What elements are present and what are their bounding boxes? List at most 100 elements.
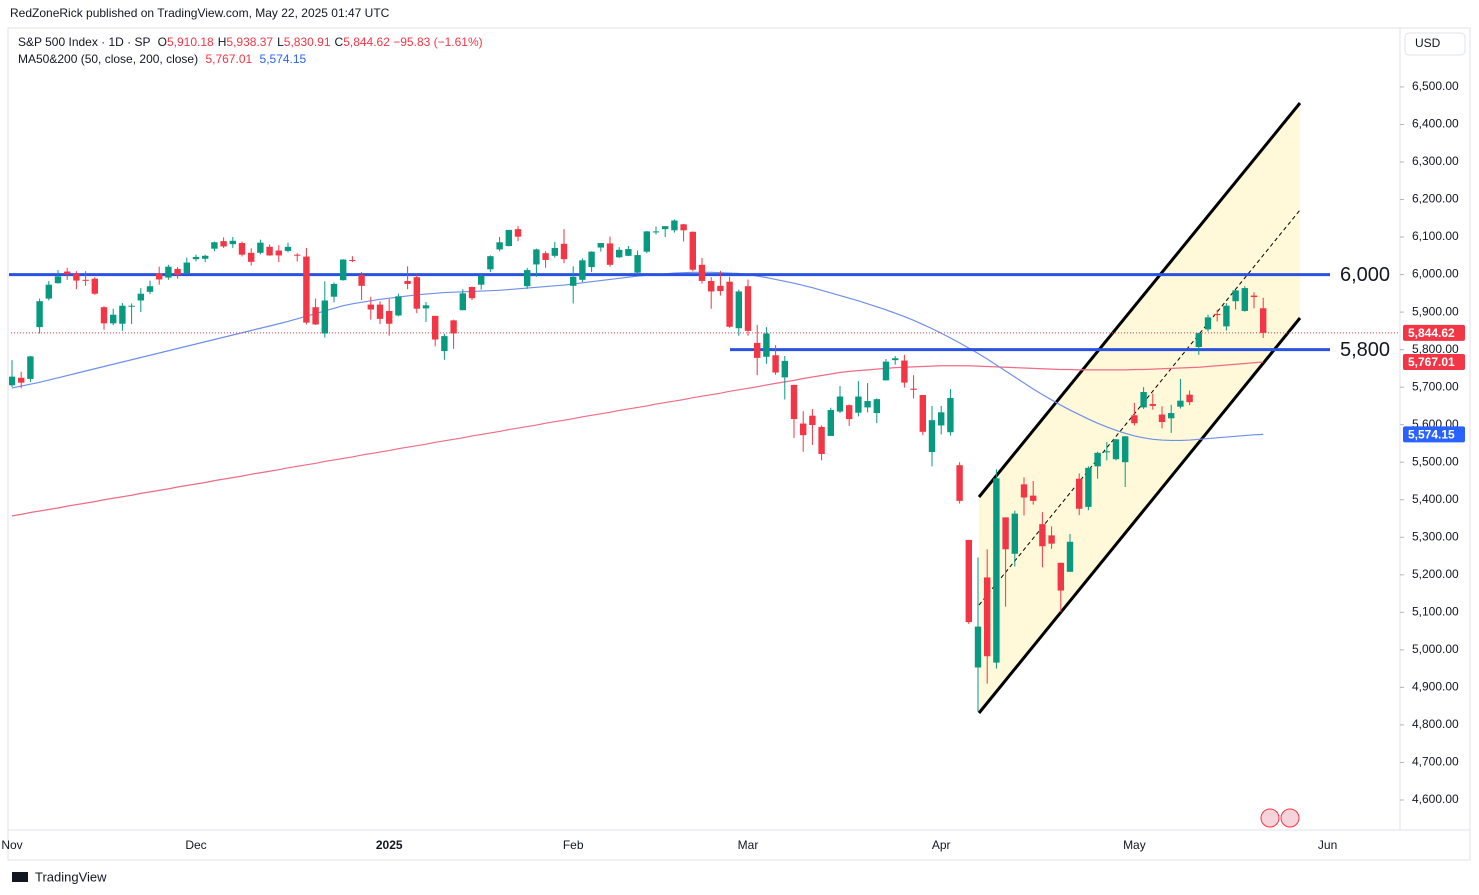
candle-body	[901, 360, 908, 383]
candle-body	[1094, 452, 1101, 467]
candle-body	[395, 296, 402, 316]
symbol: S&P 500 Index · 1D · SP	[18, 35, 151, 49]
channel-line	[977, 102, 1302, 498]
candle-body	[744, 286, 752, 331]
candle-body	[183, 262, 190, 274]
candle-body	[367, 304, 374, 310]
candle-body	[671, 220, 678, 231]
candle-body	[938, 412, 945, 426]
candle-body	[220, 241, 227, 247]
ma200-value: 5,767.01	[205, 52, 253, 66]
x-tick-label: Mar	[738, 838, 759, 852]
y-tick-label: 6,200.00	[1412, 192, 1459, 206]
candle-body	[551, 247, 558, 256]
candle-body	[202, 255, 209, 259]
event-icon[interactable]	[1280, 808, 1300, 828]
candle-body	[1158, 414, 1166, 423]
candle-body	[257, 242, 264, 253]
candle-body	[73, 273, 80, 281]
candle-body	[432, 315, 439, 340]
legend-row: MA50&200 (50, close, 200, close) 5,767.0…	[18, 52, 306, 66]
logo	[12, 872, 28, 882]
channel-mid	[978, 209, 1301, 606]
candle-body	[404, 280, 411, 284]
indicator: MA50&200 (50, close, 200, close)	[18, 52, 199, 66]
y-tick-label: 6,500.00	[1412, 79, 1459, 93]
y-tick-label: 5,100.00	[1412, 605, 1459, 619]
candle-body	[1112, 439, 1120, 460]
candle-body	[818, 426, 825, 454]
candle-body	[1186, 394, 1193, 403]
y-tick-label: 5,900.00	[1412, 304, 1459, 318]
x-tick-label: Nov	[1, 838, 22, 852]
price-label: 5,574.15	[1408, 428, 1455, 442]
ohlc-key: H	[217, 35, 227, 49]
candle-body	[809, 415, 816, 426]
candle-body	[238, 243, 246, 255]
candle-body	[487, 256, 494, 270]
candle-body	[1232, 290, 1239, 302]
candle-body	[1223, 305, 1230, 327]
candle-body	[1168, 413, 1175, 419]
candle-body	[146, 286, 154, 292]
candle-body	[993, 478, 1000, 663]
y-tick-label: 4,900.00	[1412, 680, 1459, 694]
candle-body	[413, 277, 420, 309]
candle-body	[892, 358, 899, 361]
price-label-box	[1403, 426, 1465, 443]
candle-body	[735, 291, 742, 329]
candle-body	[441, 336, 448, 352]
candle-body	[1011, 513, 1018, 554]
change: −95.83 (−1.61%)	[393, 35, 483, 49]
candle-body	[18, 377, 25, 383]
plot	[9, 102, 1400, 714]
ma-line	[11, 361, 1264, 517]
y-tick-label: 6,000.00	[1412, 267, 1459, 281]
candle-body	[864, 401, 871, 408]
candle-body	[1140, 392, 1147, 408]
candle-body	[340, 259, 347, 281]
candle-body	[1241, 288, 1248, 311]
candle-body	[882, 361, 890, 381]
candle-body	[800, 423, 807, 436]
candle-body	[266, 246, 273, 256]
x-tick-label: Dec	[185, 838, 206, 852]
candle-body	[1177, 400, 1184, 407]
event-icon[interactable]	[1260, 808, 1280, 828]
candle-body	[956, 465, 963, 501]
x-tick-label: 2025	[376, 838, 403, 852]
ohlc-value: 5,910.18	[167, 35, 214, 49]
candle-body	[910, 388, 917, 390]
candle-body	[984, 577, 991, 657]
candle-body	[772, 355, 779, 373]
candle-body	[248, 252, 255, 262]
level-label: 5,800	[1340, 339, 1390, 361]
candle-body	[1103, 451, 1110, 453]
y-tick-label: 5,000.00	[1412, 642, 1459, 656]
y-tick-label: 4,600.00	[1412, 792, 1459, 806]
candle-body	[965, 539, 972, 623]
candle-body	[9, 376, 16, 386]
y-tick-label: 5,200.00	[1412, 567, 1459, 581]
candle-body	[82, 279, 89, 281]
candle-body	[698, 264, 706, 281]
y-tick-label: 5,400.00	[1412, 492, 1459, 506]
candle-body	[294, 254, 301, 256]
candle-body	[928, 420, 936, 453]
ohlc-value: 5,844.62	[343, 35, 390, 49]
candle-body	[1214, 313, 1221, 316]
candle-body	[1250, 295, 1258, 298]
candle-body	[560, 243, 568, 260]
ohlc-value: 5,830.91	[283, 35, 331, 49]
candle-body	[91, 278, 98, 294]
candle-body	[717, 285, 724, 292]
candle-body	[478, 275, 485, 285]
candle-body	[1149, 404, 1156, 406]
candle-body	[855, 396, 862, 413]
candle-body	[625, 249, 632, 256]
price-label: 5,844.62	[1408, 326, 1455, 340]
frame	[7, 27, 1471, 861]
candle-body	[376, 304, 384, 319]
y-tick-label: 6,100.00	[1412, 229, 1459, 243]
